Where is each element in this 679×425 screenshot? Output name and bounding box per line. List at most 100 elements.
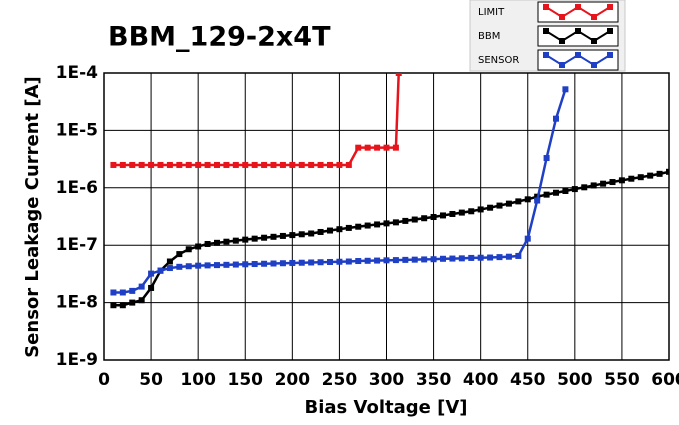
data-point	[176, 263, 183, 270]
x-tick-label: 100	[180, 370, 216, 390]
data-point	[392, 219, 399, 226]
data-point	[195, 161, 202, 168]
data-point	[270, 260, 277, 267]
data-point	[402, 256, 409, 263]
data-point	[298, 259, 305, 266]
data-point	[195, 262, 202, 269]
legend-marker	[543, 28, 549, 34]
chart-title: BBM_129-2x4T	[108, 22, 331, 53]
data-point	[157, 161, 164, 168]
data-point	[251, 161, 258, 168]
data-point	[289, 161, 296, 168]
legend-swatch-box	[537, 25, 619, 47]
legend-label: BBM	[478, 31, 500, 42]
data-point	[327, 161, 333, 168]
data-point	[374, 221, 381, 228]
data-point	[449, 255, 456, 262]
data-point	[138, 297, 145, 304]
data-point	[449, 210, 456, 217]
data-point	[166, 265, 173, 272]
data-point	[138, 283, 145, 290]
data-point	[590, 182, 597, 189]
data-point	[345, 224, 352, 231]
y-axis-label: Sensor Leakage Current [A]	[22, 76, 43, 358]
data-point	[374, 144, 381, 151]
data-point	[430, 213, 437, 220]
data-point	[317, 259, 324, 266]
data-point	[477, 254, 484, 261]
data-point	[355, 144, 362, 151]
data-point	[223, 238, 230, 245]
y-tick-label: 1E-9	[56, 350, 98, 370]
data-point	[185, 246, 192, 253]
data-point	[468, 208, 475, 215]
data-point	[157, 267, 164, 274]
legend-marker	[559, 38, 565, 44]
data-point	[477, 206, 484, 213]
data-point	[421, 256, 428, 263]
data-point	[364, 144, 371, 151]
data-point	[336, 258, 343, 265]
data-point	[345, 161, 352, 168]
data-point	[223, 261, 230, 268]
data-point	[505, 253, 512, 260]
data-point	[524, 196, 531, 203]
y-tick-label: 1E-6	[56, 178, 98, 198]
x-tick-label: 400	[463, 370, 499, 390]
data-point	[562, 187, 569, 194]
data-point	[618, 177, 625, 184]
data-point	[395, 73, 402, 76]
data-point	[298, 231, 305, 238]
data-point	[364, 257, 371, 264]
data-point	[637, 174, 644, 181]
data-point	[628, 175, 635, 182]
x-tick-label: 500	[557, 370, 593, 390]
data-point	[279, 260, 286, 267]
legend-marker	[575, 4, 581, 10]
data-point	[261, 260, 268, 267]
data-point	[289, 232, 296, 239]
data-point	[119, 161, 126, 168]
data-point	[383, 257, 390, 264]
data-point	[468, 254, 475, 261]
legend-marker	[607, 28, 613, 34]
data-point	[317, 161, 324, 168]
data-point	[166, 258, 173, 265]
x-tick-label: 300	[369, 370, 405, 390]
x-tick-label: 600	[651, 370, 679, 390]
data-point	[571, 186, 578, 193]
data-point	[242, 161, 249, 168]
legend-marker	[607, 52, 613, 58]
data-point	[553, 189, 559, 196]
legend-marker	[591, 38, 597, 44]
data-point	[204, 262, 211, 269]
data-point	[232, 237, 239, 244]
data-point	[279, 161, 286, 168]
x-tick-label: 450	[510, 370, 546, 390]
data-point	[327, 227, 333, 234]
data-point	[581, 184, 588, 191]
data-point	[214, 161, 220, 168]
data-point	[119, 302, 126, 309]
data-point	[223, 161, 230, 168]
legend-marker	[575, 28, 581, 34]
legend-label: LIMIT	[478, 7, 505, 18]
data-point	[534, 197, 541, 204]
legend-marker	[559, 14, 565, 20]
data-point	[129, 299, 136, 306]
data-point	[355, 258, 362, 265]
legend-marker	[591, 62, 597, 68]
legend-marker	[607, 4, 613, 10]
data-point	[383, 144, 390, 151]
x-tick-label: 200	[275, 370, 311, 390]
data-point	[148, 284, 155, 291]
data-point	[440, 255, 446, 262]
data-point	[214, 239, 220, 246]
data-point	[317, 228, 324, 235]
data-point	[345, 258, 352, 265]
legend-marker	[575, 52, 581, 58]
data-point	[487, 254, 494, 261]
data-point	[129, 287, 136, 294]
data-point	[176, 161, 183, 168]
